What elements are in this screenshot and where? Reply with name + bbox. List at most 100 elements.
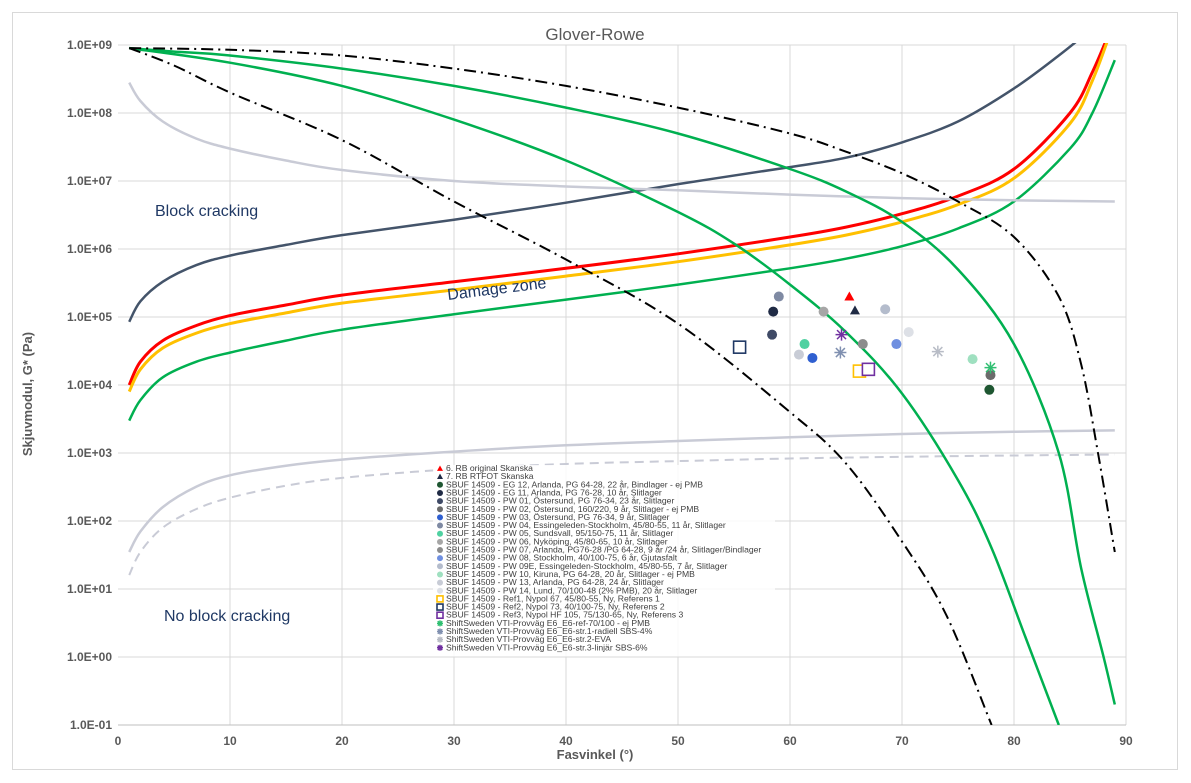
x-axis-title: Fasvinkel (°) — [557, 747, 634, 762]
legend-entry: SBUF 14509 - PW 04, Essingeleden-Stockho… — [437, 520, 726, 530]
y-tick-label: 1.0E+01 — [67, 582, 112, 596]
y-tick-label: 1.0E+06 — [67, 242, 112, 256]
legend-label: SBUF 14509 - PW 02, Östersund, 160/220, … — [446, 504, 699, 514]
legend-entry: ShiftSweden VTI-Provväg E6_E6-str.1-radi… — [437, 626, 653, 636]
x-tick-label: 10 — [223, 734, 237, 748]
data-point — [793, 349, 804, 360]
legend-label: ShiftSweden VTI-Provväg E6_E6-ref-70/100… — [446, 618, 650, 628]
data-point — [768, 306, 779, 317]
data-point — [891, 339, 902, 350]
legend-marker — [437, 514, 443, 521]
y-axis-title: Skjuvmodul, G* (Pa) — [20, 332, 35, 456]
y-tick-label: 1.0E+05 — [67, 310, 112, 324]
curve-lightgray-4 — [128, 81, 1115, 203]
data-point — [931, 345, 944, 358]
legend-marker — [436, 603, 444, 611]
data-point — [985, 370, 996, 381]
legend-background — [433, 465, 775, 657]
y-tick-label: 1.0E+09 — [67, 38, 112, 52]
curve-dashdot-10 — [128, 47, 993, 725]
legend-entry: SBUF 14509 - PW 05, Sundsvall, 95/150-75… — [437, 528, 673, 538]
x-tick-label: 30 — [447, 734, 461, 748]
data-point — [857, 339, 868, 350]
legend-label: SBUF 14509 - Ref3, Nypol HF 105, 75/130-… — [446, 610, 683, 620]
legend-entry: 6. RB original Skanska — [437, 463, 533, 473]
legend-marker — [437, 473, 443, 480]
legend-entry: SBUF 14509 - EG 11, Arlanda, PG 76-28, 1… — [437, 487, 662, 497]
legend-marker — [437, 498, 443, 505]
curve-lightgray-dash-6 — [128, 453, 1115, 576]
legend-label: SBUF 14509 - Ref1, Nypol 67, 45/80-55, N… — [446, 593, 660, 603]
curve-green-8 — [129, 46, 1060, 725]
data-point — [818, 306, 829, 317]
legend-label: ShiftSweden VTI-Provväg E6_E6-str.2-EVA — [446, 634, 611, 644]
y-tick-label: 1.0E+00 — [67, 650, 112, 664]
data-point — [984, 384, 995, 395]
legend-label: SBUF 14509 - PW 08, Stockholm, 40/100-75… — [446, 553, 678, 563]
legend-entry: SBUF 14509 - EG 12, Arlanda, PG 64-28, 2… — [437, 479, 703, 489]
legend-label: SBUF 14509 - EG 11, Arlanda, PG 76-28, 1… — [446, 487, 662, 497]
legend-label: SBUF 14509 - PW 09E, Essingeleden-Stockh… — [446, 561, 727, 571]
legend-marker — [437, 620, 443, 627]
y-tick-label: 1.0E+02 — [67, 514, 112, 528]
curve-navy-3 — [128, 43, 1077, 323]
x-tick-label: 40 — [559, 734, 573, 748]
x-tick-label: 60 — [783, 734, 797, 748]
data-point — [767, 329, 778, 340]
curve-green-7 — [129, 46, 1117, 705]
legend-marker — [436, 611, 444, 620]
data-point — [967, 354, 978, 365]
legend-label: ShiftSweden VTI-Provväg E6_E6-str.1-radi… — [446, 626, 653, 636]
legend-label: 7. RB RTFOT Skanska — [446, 471, 534, 481]
legend-marker — [437, 571, 443, 578]
legend-entry: SBUF 14509 - PW 14, Lund, 70/100-48 (2% … — [437, 585, 697, 595]
curve-lightgray-5 — [128, 429, 1115, 553]
legend-marker — [437, 538, 443, 545]
legend-marker — [437, 555, 443, 562]
legend-entry: SBUF 14509 - Ref1, Nypol 67, 45/80-55, N… — [436, 593, 660, 603]
data-point — [880, 304, 891, 315]
data-points — [732, 291, 997, 395]
data-point — [799, 339, 810, 350]
legend-marker — [436, 595, 444, 603]
chart-frame: 0 10 20 30 40 50 60 70 80 90 1.0E-01 1.0E+00 1.0E+01… — [12, 12, 1178, 770]
legend-marker — [437, 628, 443, 635]
legend-entry: SBUF 14509 - PW 06, Nyköping, 45/80-65, … — [437, 536, 668, 546]
legend-entry: SBUF 14509 - PW 07, Arlanda, PG76-28 /PG… — [437, 545, 761, 555]
data-point — [861, 362, 876, 377]
curve-dashdot-9 — [129, 47, 1116, 553]
curves — [127, 43, 1117, 725]
y-tick-label: 1.0E+08 — [67, 106, 112, 120]
legend-label: SBUF 14509 - PW 06, Nyköping, 45/80-65, … — [446, 536, 668, 546]
legend-label: SBUF 14509 - EG 12, Arlanda, PG 64-28, 2… — [446, 479, 703, 489]
legend-marker — [437, 636, 443, 643]
chart-title: Glover-Rowe — [545, 25, 644, 44]
data-point — [773, 291, 784, 302]
legend-marker — [437, 530, 443, 537]
x-tick-label: 90 — [1119, 734, 1133, 748]
data-point — [844, 291, 855, 301]
x-tick-label: 80 — [1007, 734, 1021, 748]
legend-label: SBUF 14509 - PW 13, Arlanda, PG 64-28, 2… — [446, 577, 664, 587]
legend-label: SBUF 14509 - PW 10, Kiruna, PG 64-28, 20… — [446, 569, 695, 579]
x-tick-label: 50 — [671, 734, 685, 748]
legend-entry: SBUF 14509 - PW 10, Kiruna, PG 64-28, 20… — [437, 569, 695, 579]
x-tick-label: 20 — [335, 734, 349, 748]
legend-marker — [437, 465, 443, 471]
curve-green-2 — [128, 59, 1116, 422]
tick-labels: 0 10 20 30 40 50 60 70 80 90 1.0E-01 1.0E+00 1.0E+01… — [67, 38, 1133, 748]
legend-label: SBUF 14509 - PW 03, Östersund, PG 76-34,… — [446, 512, 670, 522]
legend-marker — [437, 563, 443, 570]
legend-label: SBUF 14509 - PW 04, Essingeleden-Stockho… — [446, 520, 726, 530]
glover-rowe-chart: 0 10 20 30 40 50 60 70 80 90 1.0E-01 1.0E+00 1.0E+01… — [20, 25, 1133, 762]
legend-entry: ShiftSweden VTI-Provväg E6_E6-ref-70/100… — [437, 618, 650, 628]
legend-label: SBUF 14509 - PW 05, Sundsvall, 95/150-75… — [446, 528, 673, 538]
legend-label: SBUF 14509 - PW 14, Lund, 70/100-48 (2% … — [446, 585, 697, 595]
legend-label: 6. RB original Skanska — [446, 463, 533, 473]
legend-entry: SBUF 14509 - Ref3, Nypol HF 105, 75/130-… — [436, 610, 683, 620]
data-point — [984, 361, 997, 374]
legend-marker — [437, 547, 443, 553]
annotation-no-block-cracking: No block cracking — [164, 608, 290, 625]
data-point — [732, 340, 747, 354]
